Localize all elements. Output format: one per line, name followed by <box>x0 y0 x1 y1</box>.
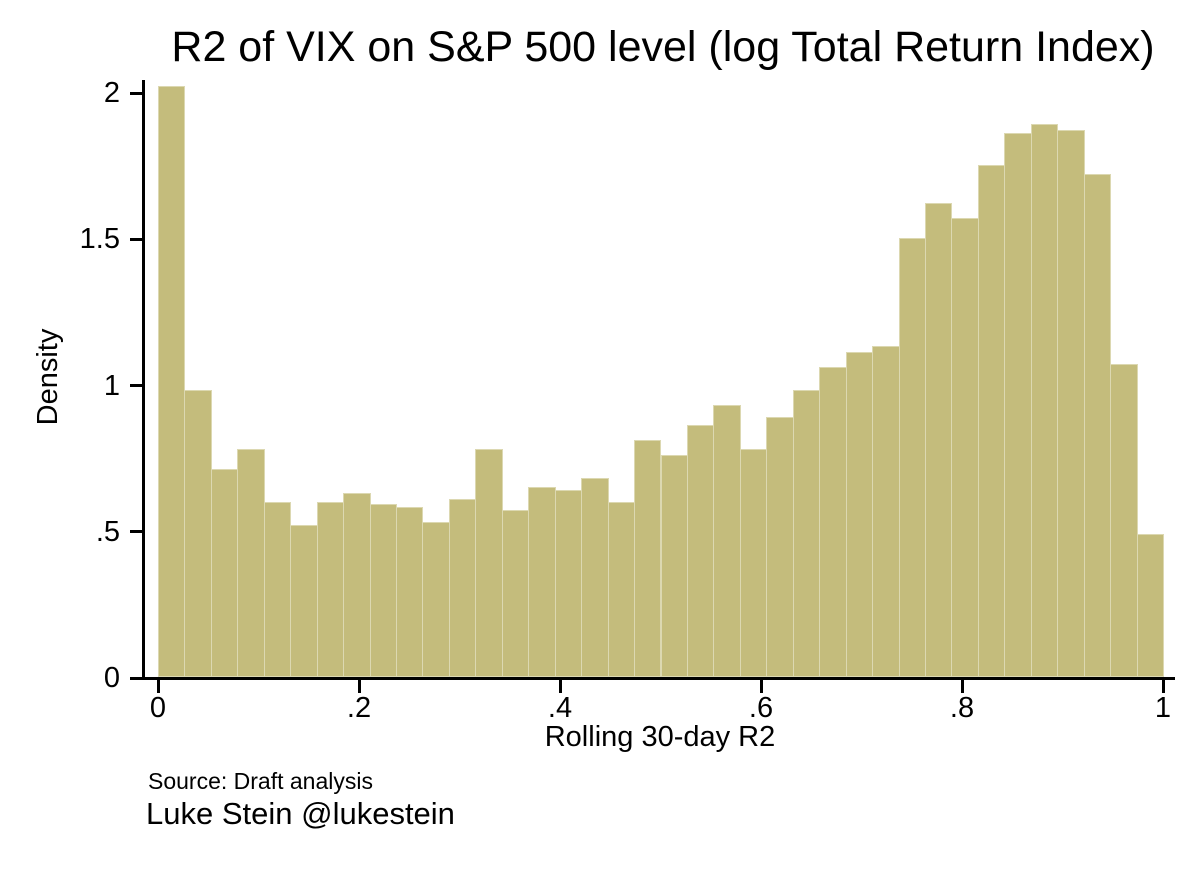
x-tick <box>960 680 964 693</box>
y-tick <box>130 91 143 95</box>
x-tick-label: .4 <box>547 692 573 724</box>
histogram-bar <box>263 501 292 677</box>
histogram-bar <box>660 454 688 677</box>
x-tick <box>759 680 763 693</box>
x-tick <box>558 680 562 693</box>
author-note: Luke Stein @lukestein <box>146 796 455 831</box>
y-tick <box>130 530 143 534</box>
chart-title: R2 of VIX on S&P 500 level (log Total Re… <box>171 23 1155 71</box>
source-note: Source: Draft analysis <box>148 768 373 794</box>
histogram-bar <box>1136 533 1164 677</box>
histogram-bar <box>316 501 345 677</box>
histogram-bar <box>184 390 212 677</box>
histogram-bar <box>237 448 265 677</box>
histogram-bar <box>343 492 371 677</box>
histogram-bar <box>1004 132 1032 677</box>
histogram-bar <box>369 504 398 677</box>
histogram-bar <box>554 489 583 677</box>
histogram-bar <box>634 440 662 677</box>
histogram-bar <box>739 448 768 677</box>
y-tick <box>130 384 143 387</box>
x-tick-label: .8 <box>949 692 975 724</box>
histogram-bar <box>448 498 477 677</box>
histogram-bar <box>872 346 900 677</box>
x-tick <box>1161 680 1165 693</box>
x-tick <box>156 680 160 693</box>
histogram-bar <box>158 86 186 677</box>
y-tick <box>130 676 143 680</box>
histogram-bar <box>1030 124 1059 677</box>
y-tick-label: .5 <box>95 515 120 548</box>
x-tick-label: .6 <box>748 692 774 724</box>
y-tick <box>130 237 143 241</box>
x-tick <box>357 680 361 693</box>
histogram-bar <box>819 366 847 677</box>
histogram-bar <box>845 352 874 677</box>
histogram-bar <box>898 238 926 677</box>
histogram-bar <box>396 507 424 677</box>
histogram-bar <box>422 521 450 677</box>
histogram-bar <box>686 425 715 677</box>
y-axis-line <box>142 80 145 680</box>
histogram-bar <box>1083 173 1112 677</box>
x-axis-line <box>142 677 1175 680</box>
histogram-bar <box>713 404 741 677</box>
histogram-bar <box>1057 130 1085 677</box>
histogram-bar <box>501 510 530 677</box>
histogram-bar <box>475 448 503 677</box>
x-axis-title: Rolling 30-day R2 <box>544 721 776 753</box>
histogram-bar <box>290 524 318 677</box>
histogram-bar <box>792 390 821 677</box>
histogram-bar <box>528 486 556 677</box>
y-tick-label: 2 <box>103 77 120 109</box>
histogram-bar <box>581 478 609 677</box>
x-tick-label: .2 <box>346 692 372 724</box>
histogram-bar <box>951 217 979 677</box>
histogram-bar <box>766 416 794 677</box>
histogram-bar <box>924 203 953 677</box>
y-tick-label: 0 <box>103 662 120 694</box>
histogram-bar <box>1110 364 1138 677</box>
histogram-bar <box>977 165 1006 677</box>
y-tick-label: 1.5 <box>79 223 120 256</box>
x-tick-label: 1 <box>1154 692 1172 724</box>
histogram-bar <box>607 501 636 677</box>
y-tick-label: 1 <box>103 369 120 402</box>
y-axis-title: Density <box>32 328 64 426</box>
x-tick-label: 0 <box>149 692 167 724</box>
histogram-bar <box>210 469 239 677</box>
